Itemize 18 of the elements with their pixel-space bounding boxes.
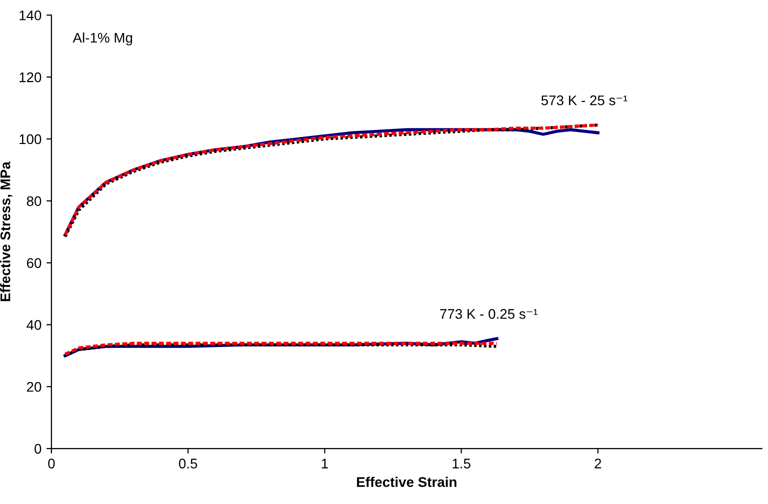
annotation: 773 K - 0.25 s⁻¹ — [440, 309, 538, 319]
y-axis-title: Effective Stress, MPa — [0, 162, 12, 302]
x-tick-label: 1 — [322, 458, 328, 468]
x-tick-label: 2 — [594, 458, 602, 468]
x-tick-label: 0.5 — [178, 458, 198, 468]
y-tick-label: 20 — [26, 382, 42, 392]
y-tick-label: 40 — [26, 320, 42, 330]
x-tick-label: 0 — [48, 458, 55, 468]
annotation: Al-1% Mg — [72, 32, 132, 46]
x-tick-label: 1.5 — [452, 458, 470, 468]
annotation: 573 K - 25 s⁻¹ — [541, 95, 628, 106]
y-tick-label: 0 — [34, 444, 42, 454]
x-axis-title: Effective Strain — [357, 476, 456, 487]
y-tick-label: 80 — [26, 196, 42, 206]
y-tick-label: 60 — [26, 258, 42, 268]
y-tick-label: 100 — [20, 134, 42, 144]
y-tick-label: 140 — [20, 10, 42, 20]
y-tick-label: 120 — [20, 72, 42, 82]
